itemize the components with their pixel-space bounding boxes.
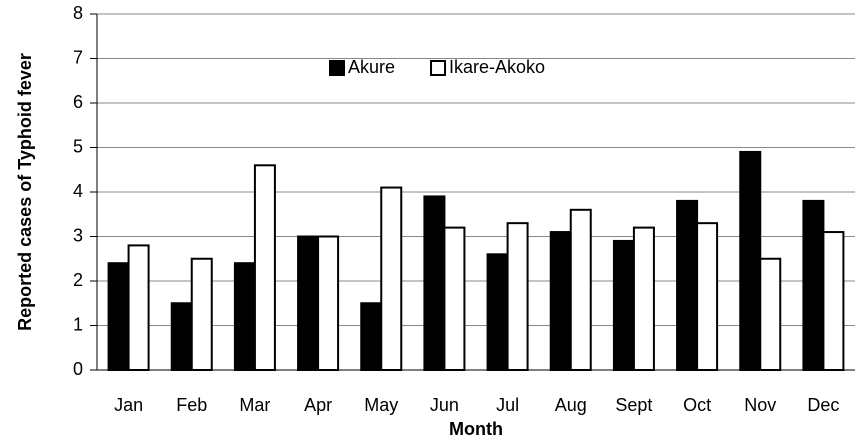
x-tick-label: Apr: [304, 395, 332, 415]
x-tick-label: Aug: [555, 395, 587, 415]
y-tick-label: 4: [73, 181, 83, 201]
legend-label: Ikare-Akoko: [449, 57, 545, 77]
bar: [802, 199, 825, 371]
x-tick-label: Nov: [744, 395, 776, 415]
y-tick-label: 8: [73, 3, 83, 23]
bar: [696, 222, 719, 371]
bar: [759, 257, 782, 371]
x-tick-label: Sept: [615, 395, 652, 415]
x-tick-label: Oct: [683, 395, 711, 415]
y-axis-label: Reported cases of Typhoid fever: [15, 53, 35, 331]
bar: [190, 257, 213, 371]
y-tick-label: 5: [73, 136, 83, 156]
bar: [822, 231, 845, 371]
x-tick-label: Feb: [176, 395, 207, 415]
y-tick-label: 6: [73, 92, 83, 112]
bar: [423, 195, 446, 371]
bar: [549, 231, 572, 371]
y-tick-label: 0: [73, 359, 83, 379]
legend-swatch: [430, 60, 447, 76]
bar: [443, 226, 466, 371]
x-tick-label: May: [364, 395, 398, 415]
bar: [233, 262, 256, 372]
bar: [739, 150, 762, 371]
y-tick-label: 1: [73, 314, 83, 334]
legend-swatch: [329, 60, 345, 76]
x-tick-label: Jun: [430, 395, 459, 415]
bar: [506, 222, 529, 371]
bar: [170, 302, 193, 371]
bar: [297, 235, 320, 371]
bar: [632, 226, 655, 371]
x-axis-label: Month: [449, 419, 503, 439]
bar: [486, 253, 509, 371]
x-tick-label: Dec: [807, 395, 839, 415]
bar: [612, 239, 635, 371]
bar: [360, 302, 383, 371]
bar: [107, 262, 130, 372]
bar: [380, 186, 403, 371]
x-tick-label: Mar: [239, 395, 270, 415]
bar: [127, 244, 150, 371]
x-tick-label: Jan: [114, 395, 143, 415]
y-tick-label: 7: [73, 47, 83, 67]
x-tick-label: Jul: [496, 395, 519, 415]
bar: [317, 235, 340, 371]
bar: [569, 208, 592, 371]
legend-label: Akure: [348, 57, 395, 77]
y-tick-label: 3: [73, 225, 83, 245]
y-tick-label: 2: [73, 270, 83, 290]
bar: [676, 199, 699, 371]
bar: [253, 164, 276, 371]
